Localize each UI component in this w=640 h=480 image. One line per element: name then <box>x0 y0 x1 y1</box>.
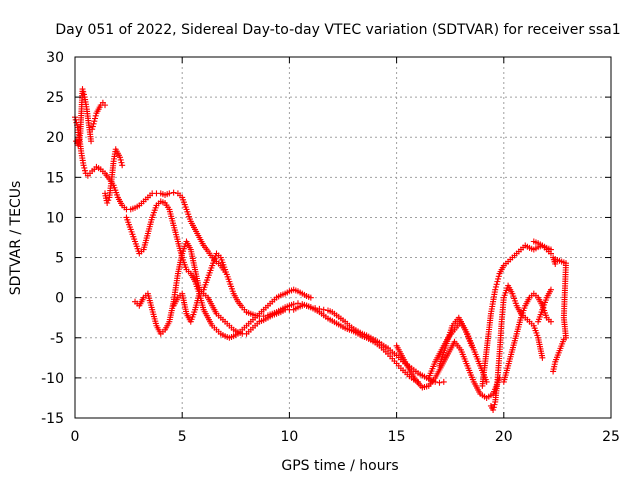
y-tick-label: 10 <box>46 210 64 226</box>
y-tick-label: 30 <box>46 50 64 66</box>
y-tick-label: 25 <box>46 90 64 106</box>
y-tick-label: 0 <box>55 291 64 307</box>
data-point <box>550 368 557 375</box>
data-point <box>117 156 124 163</box>
data-point <box>105 197 112 204</box>
data-point <box>252 312 259 319</box>
data-point <box>102 102 109 109</box>
data-point <box>80 91 87 98</box>
data-point <box>491 401 498 408</box>
y-tick-label: -15 <box>41 411 64 427</box>
data-point <box>89 123 96 130</box>
y-tick-label: -10 <box>41 371 64 387</box>
data-point <box>490 406 497 413</box>
data-point <box>118 159 125 166</box>
data-point <box>260 313 267 320</box>
y-tick-label: 20 <box>46 130 64 146</box>
x-tick-label: 0 <box>71 429 80 445</box>
data-point <box>468 342 475 349</box>
axis-ticks: 0 5 10 15 20 25 -15 -10 -5 0 5 10 15 20 25 30 <box>41 50 620 445</box>
data-point <box>119 162 126 169</box>
data-point <box>547 286 554 293</box>
data-point <box>88 138 95 145</box>
data-point <box>90 120 97 127</box>
data-point <box>166 190 173 197</box>
data-point <box>539 354 546 361</box>
data-point <box>436 379 443 386</box>
y-tick-label: 5 <box>55 251 64 267</box>
x-tick-label: 10 <box>280 429 298 445</box>
data-point <box>495 275 502 282</box>
y-tick-label: 15 <box>46 170 64 186</box>
data-point <box>307 294 314 301</box>
data-point <box>89 126 96 133</box>
plot-frame <box>74 56 612 419</box>
data-point <box>79 86 86 93</box>
data-point <box>170 189 177 196</box>
x-tick-label: 15 <box>388 429 406 445</box>
data-point <box>294 300 301 307</box>
data-point <box>117 154 124 161</box>
data-point <box>104 200 111 207</box>
data-point <box>494 278 501 285</box>
data-point <box>440 378 447 385</box>
data-point <box>547 246 554 253</box>
data-point <box>80 88 87 95</box>
data-point <box>81 164 88 171</box>
data-point <box>492 286 499 293</box>
x-axis-label: GPS time / hours <box>281 458 398 474</box>
data-point <box>490 404 497 411</box>
data-point <box>82 167 89 174</box>
y-tick-label: -5 <box>50 331 64 347</box>
data-point <box>80 162 87 169</box>
grid <box>75 57 611 418</box>
data-point <box>492 283 499 290</box>
data-point <box>72 116 79 123</box>
data-point <box>92 112 99 119</box>
chart-title: Day 051 of 2022, Sidereal Day-to-day VTE… <box>55 22 620 38</box>
data-point <box>91 118 98 125</box>
data-point <box>320 306 327 313</box>
x-tick-label: 25 <box>602 429 620 445</box>
data-point <box>493 281 500 288</box>
x-tick-label: 5 <box>178 429 187 445</box>
x-tick-label: 20 <box>495 429 513 445</box>
data-point <box>495 273 502 280</box>
data-points <box>72 86 569 413</box>
data-point <box>92 115 99 122</box>
data-point <box>547 318 554 325</box>
data-point <box>290 301 297 308</box>
y-axis-label: SDTVAR / TECUs <box>8 181 24 296</box>
